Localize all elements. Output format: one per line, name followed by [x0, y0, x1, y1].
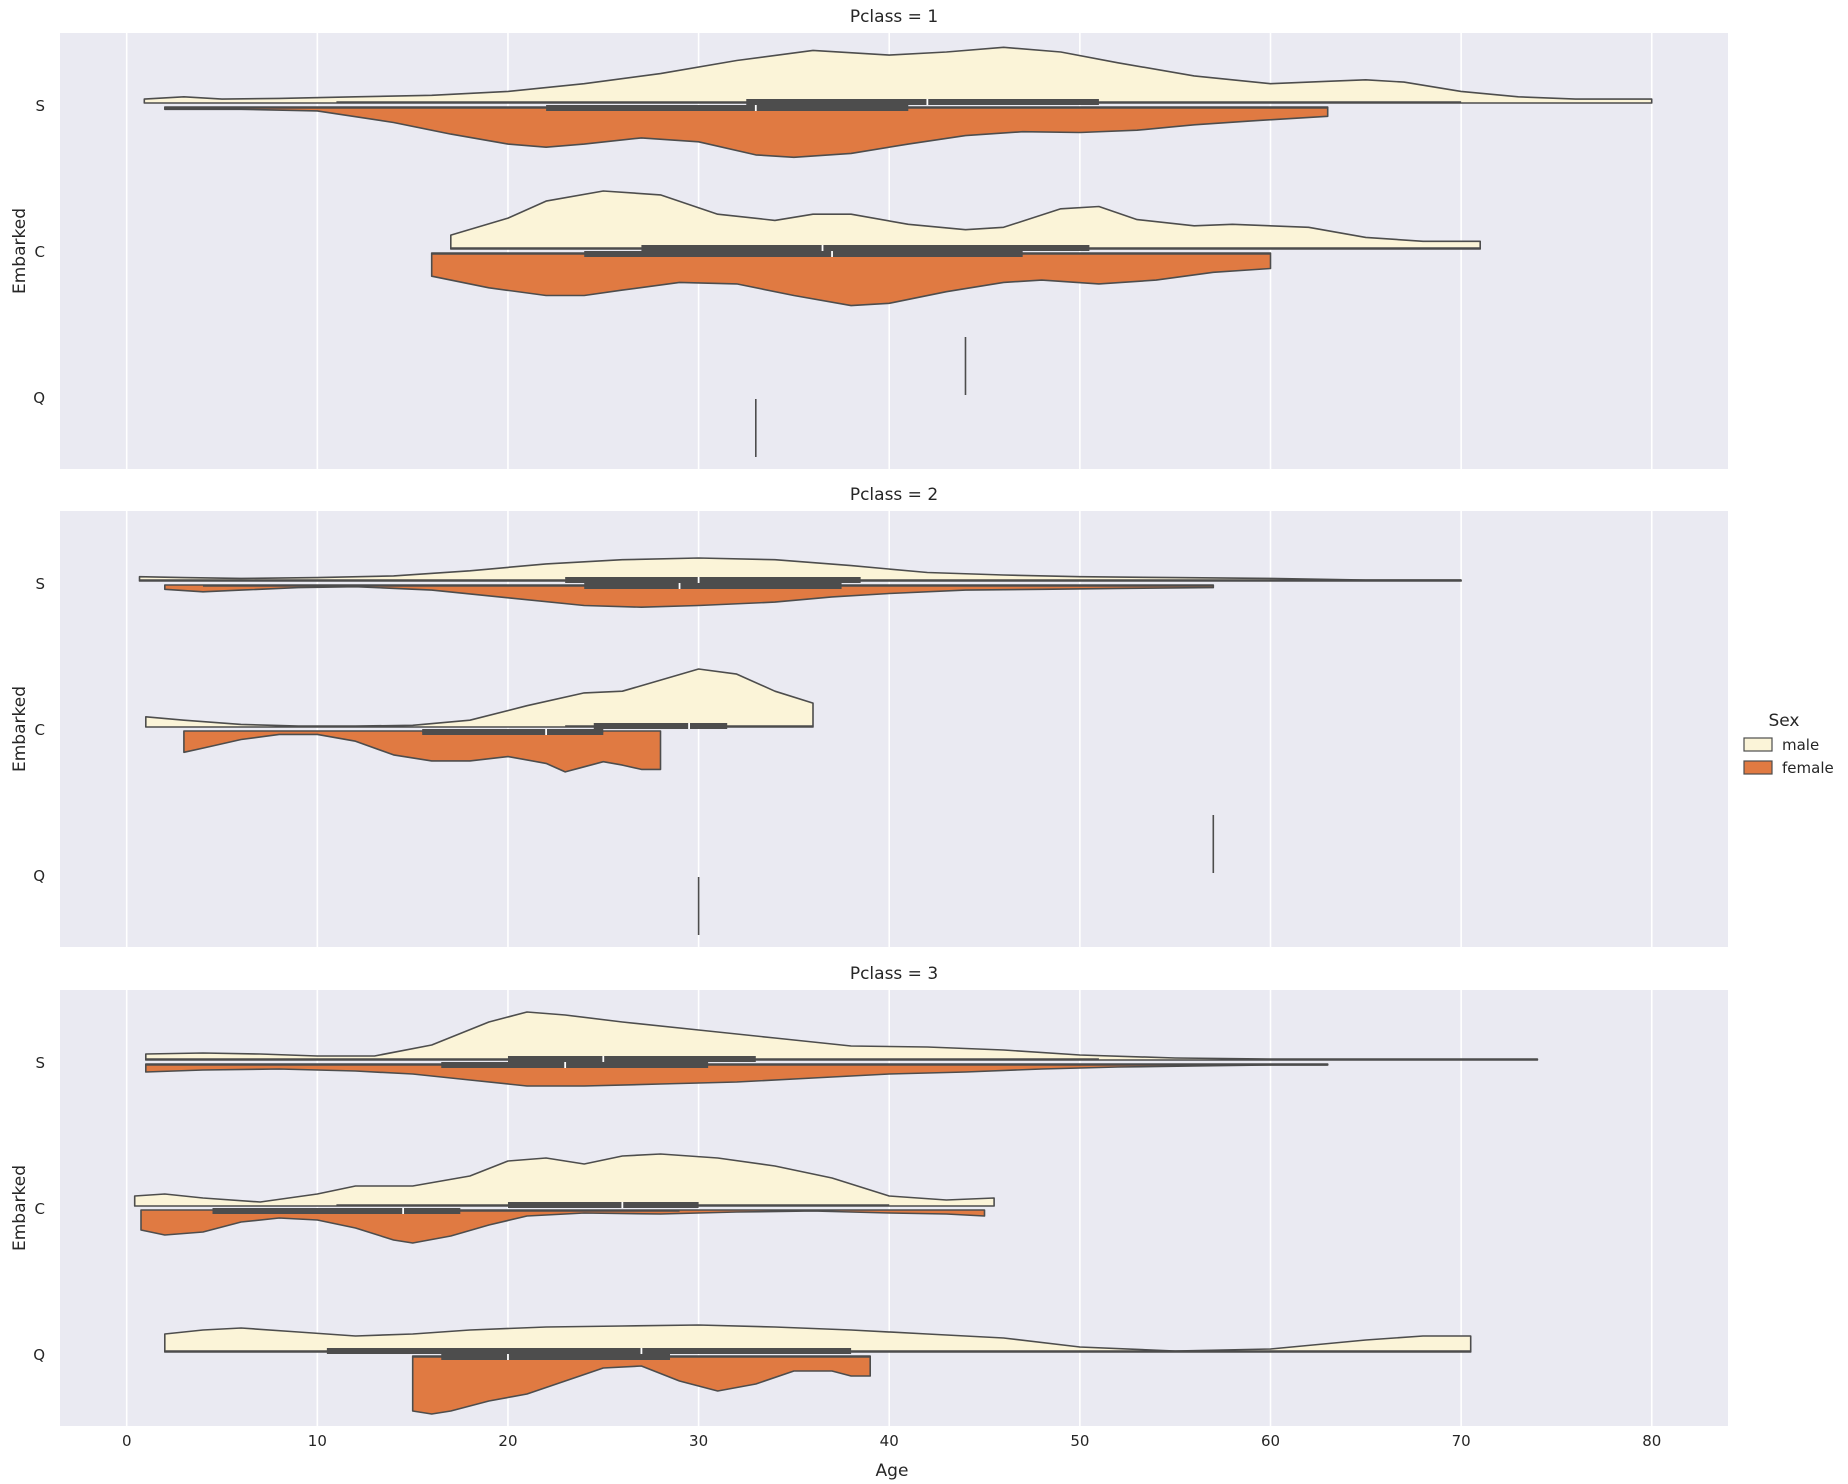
facet-panel: Pclass = 2 Embarked S C Q — [10, 485, 1728, 947]
violin-half-male — [164, 1324, 1472, 1353]
facet-panel: Pclass = 1 Embarked S C Q — [10, 7, 1728, 469]
y-tick-label: Q — [33, 389, 45, 407]
violin-half-female — [430, 252, 1272, 307]
x-tick-label: 0 — [122, 1432, 132, 1450]
y-axis-label: Embarked — [10, 208, 30, 294]
y-tick-label: C — [35, 721, 45, 739]
y-tick-label: C — [35, 243, 45, 261]
x-tick-label: 40 — [880, 1432, 899, 1450]
panel-background — [60, 511, 1728, 947]
x-tick-label: 30 — [689, 1432, 708, 1450]
violin-half-male — [143, 46, 1653, 104]
violin-half-female — [164, 106, 1329, 159]
y-tick-label: S — [35, 1054, 45, 1072]
y-tick-label: S — [35, 575, 45, 593]
y-axis-label: Embarked — [10, 1165, 30, 1251]
violin-half-male — [133, 1153, 995, 1207]
legend-entries: male female — [1743, 736, 1834, 777]
facet-panels: Pclass = 1 Embarked S C Q Pclass = 2 Embarked S… — [10, 7, 1728, 1450]
y-tick-label: S — [35, 97, 45, 115]
panel-title: Pclass = 2 — [850, 485, 938, 505]
legend-swatch-male — [1743, 737, 1773, 752]
x-tick-label: 20 — [498, 1432, 517, 1450]
x-tick-label: 70 — [1452, 1432, 1471, 1450]
y-tick-label: C — [35, 1200, 45, 1218]
x-tick-label: 50 — [1070, 1432, 1089, 1450]
y-axis-label: Embarked — [10, 686, 30, 772]
x-tick-label: 60 — [1261, 1432, 1280, 1450]
violin-half-male — [145, 1011, 1539, 1061]
legend-label-female: female — [1782, 759, 1834, 777]
violin-half-male — [145, 668, 814, 728]
x-tick-label: 10 — [308, 1432, 327, 1450]
violin-half-female — [164, 584, 1215, 608]
facet-panel: Pclass = 3 Embarked S C Q 0 10 20 30 40 50 60 70 80 — [10, 964, 1728, 1450]
panel-title: Pclass = 3 — [850, 964, 938, 984]
legend-swatch-female — [1743, 760, 1773, 775]
y-tick-label: Q — [33, 1346, 45, 1364]
legend-label-male: male — [1782, 736, 1819, 754]
panel-title: Pclass = 1 — [850, 7, 938, 27]
x-axis-label: Age — [876, 1461, 909, 1481]
violin-half-female — [411, 1355, 871, 1415]
x-tick-label: 80 — [1642, 1432, 1661, 1450]
legend: Sex male female — [1743, 711, 1834, 777]
y-tick-label: Q — [33, 867, 45, 885]
violin-half-female — [183, 730, 662, 773]
legend-title: Sex — [1768, 711, 1799, 731]
violin-half-male — [450, 190, 1481, 250]
violin-half-female — [140, 1209, 986, 1244]
